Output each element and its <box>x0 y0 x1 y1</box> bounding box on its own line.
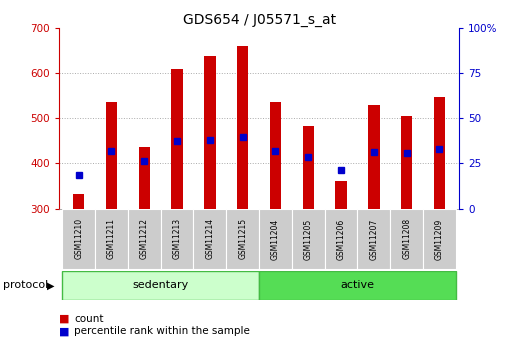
Bar <box>401 116 412 209</box>
Bar <box>128 209 161 269</box>
Text: GSM11204: GSM11204 <box>271 218 280 259</box>
Bar <box>368 106 380 209</box>
Text: GSM11215: GSM11215 <box>238 218 247 259</box>
Text: GSM11206: GSM11206 <box>337 218 346 259</box>
Text: count: count <box>74 314 104 324</box>
Bar <box>193 209 226 269</box>
Bar <box>204 56 215 209</box>
Bar <box>62 271 259 300</box>
Text: GSM11213: GSM11213 <box>172 218 182 259</box>
Bar <box>325 209 358 269</box>
Bar <box>226 209 259 269</box>
Text: sedentary: sedentary <box>132 280 189 290</box>
Bar <box>259 271 456 300</box>
Bar <box>139 147 150 209</box>
Bar <box>358 209 390 269</box>
Bar <box>270 102 281 209</box>
Bar <box>95 209 128 269</box>
Bar <box>433 97 445 209</box>
Bar <box>161 209 193 269</box>
Text: GSM11207: GSM11207 <box>369 218 379 259</box>
Bar <box>73 194 85 209</box>
Bar <box>303 126 314 209</box>
Title: GDS654 / J05571_s_at: GDS654 / J05571_s_at <box>183 12 336 27</box>
Text: ■: ■ <box>59 326 69 336</box>
Text: GSM11210: GSM11210 <box>74 218 83 259</box>
Bar <box>390 209 423 269</box>
Text: protocol: protocol <box>3 280 48 290</box>
Text: GSM11205: GSM11205 <box>304 218 313 259</box>
Bar <box>171 69 183 209</box>
Text: GSM11211: GSM11211 <box>107 218 116 259</box>
Text: ■: ■ <box>59 314 69 324</box>
Text: GSM11208: GSM11208 <box>402 218 411 259</box>
Text: active: active <box>341 280 374 290</box>
Text: percentile rank within the sample: percentile rank within the sample <box>74 326 250 336</box>
Text: GSM11209: GSM11209 <box>435 218 444 259</box>
Bar <box>423 209 456 269</box>
Bar <box>259 209 292 269</box>
Bar <box>106 102 117 209</box>
Text: GSM11212: GSM11212 <box>140 218 149 259</box>
Text: GSM11214: GSM11214 <box>205 218 214 259</box>
Bar <box>237 46 248 209</box>
Bar <box>292 209 325 269</box>
Bar <box>336 181 347 209</box>
Bar <box>62 209 95 269</box>
Text: ▶: ▶ <box>47 280 55 290</box>
